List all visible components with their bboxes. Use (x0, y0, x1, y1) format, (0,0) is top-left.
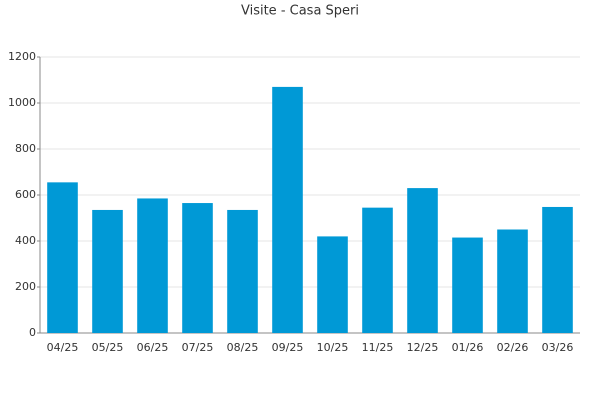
bar (497, 229, 528, 333)
x-tick-label: 03/26 (542, 341, 574, 354)
y-tick-label: 800 (15, 142, 36, 155)
x-tick-label: 02/26 (497, 341, 529, 354)
bar (227, 209, 258, 333)
x-tick-label: 08/25 (227, 341, 259, 354)
bar (92, 209, 123, 333)
bar (542, 206, 573, 333)
bar (137, 198, 168, 333)
x-tick-label: 04/25 (47, 341, 79, 354)
x-tick-label: 07/25 (182, 341, 214, 354)
chart-title: Visite - Casa Speri (241, 4, 359, 19)
y-tick-label: 400 (15, 234, 36, 247)
y-tick-label: 0 (29, 326, 36, 339)
bar (407, 188, 438, 333)
x-tick-label: 12/25 (407, 341, 439, 354)
y-tick-label: 1200 (8, 50, 36, 63)
y-tick-label: 200 (15, 280, 36, 293)
y-tick-label: 1000 (8, 96, 36, 109)
x-tick-label: 01/26 (452, 341, 484, 354)
x-tick-label: 10/25 (317, 341, 349, 354)
y-tick-label: 600 (15, 188, 36, 201)
bar (317, 236, 348, 333)
bar (452, 237, 483, 333)
x-tick-label: 09/25 (272, 341, 304, 354)
bar (272, 86, 303, 334)
bar (362, 207, 393, 333)
x-tick-label: 11/25 (362, 341, 394, 354)
x-tick-label: 06/25 (137, 341, 169, 354)
bar (47, 182, 78, 333)
x-tick-label: 05/25 (92, 341, 124, 354)
bar (182, 203, 213, 333)
